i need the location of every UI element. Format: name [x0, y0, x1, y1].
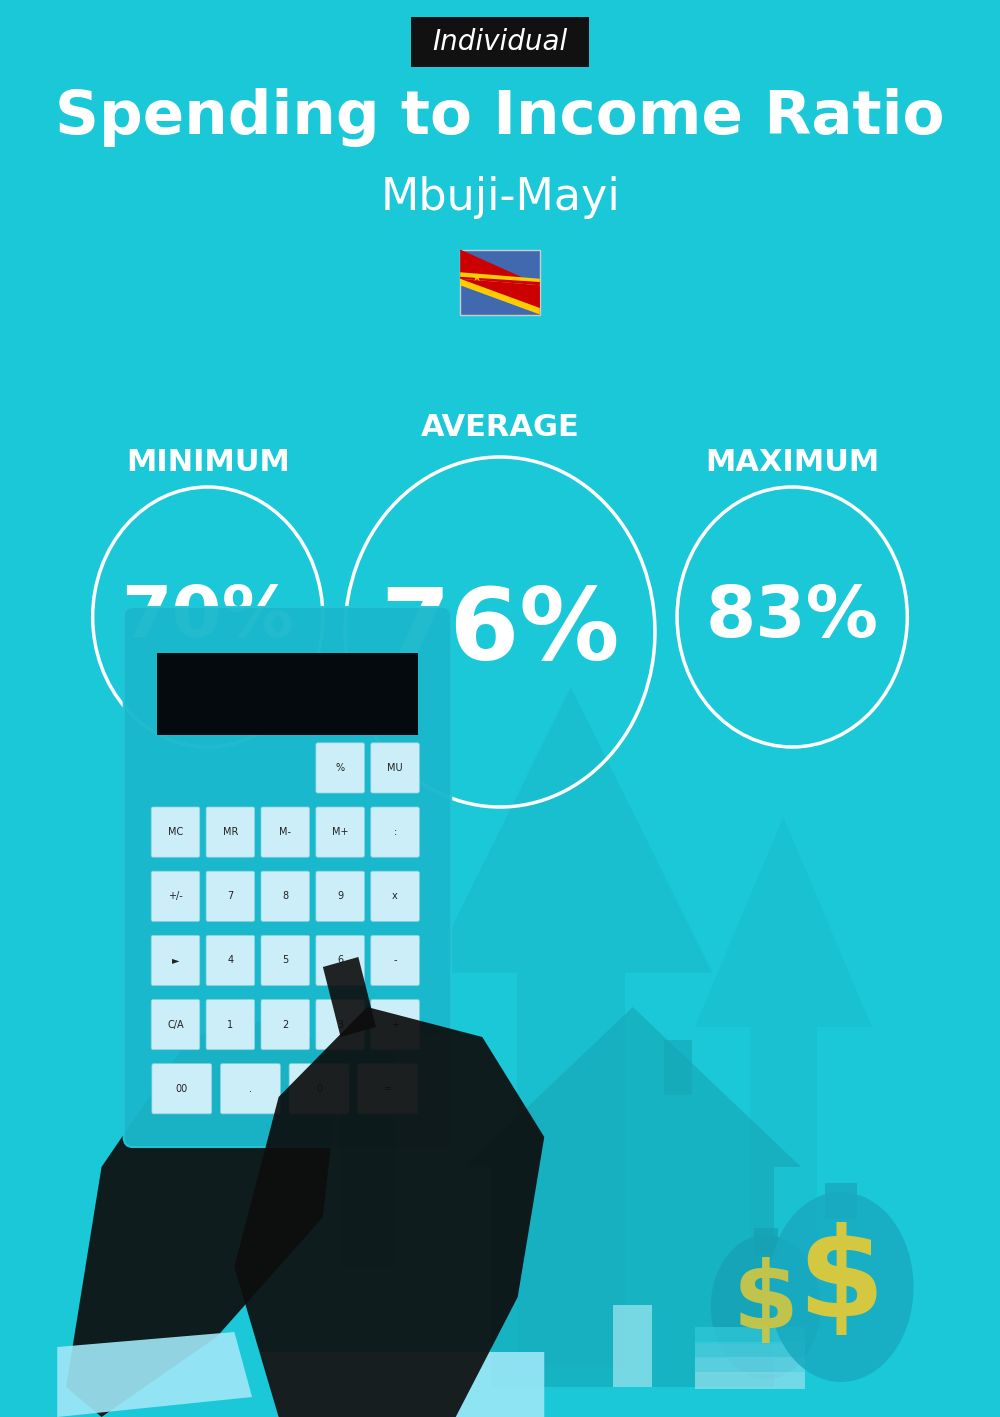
FancyBboxPatch shape	[664, 1040, 692, 1095]
Text: 6: 6	[337, 955, 343, 965]
Text: M-: M-	[279, 828, 291, 837]
Text: :: :	[393, 828, 397, 837]
Polygon shape	[460, 279, 540, 315]
FancyBboxPatch shape	[695, 1342, 805, 1359]
FancyBboxPatch shape	[152, 1064, 212, 1114]
Text: Mbuji-Mayi: Mbuji-Mayi	[380, 176, 620, 218]
Text: +/-: +/-	[168, 891, 183, 901]
Polygon shape	[695, 818, 872, 1027]
FancyBboxPatch shape	[206, 808, 255, 857]
Polygon shape	[340, 1034, 394, 1267]
FancyBboxPatch shape	[151, 935, 200, 986]
FancyBboxPatch shape	[695, 1357, 805, 1374]
Polygon shape	[429, 687, 713, 972]
FancyBboxPatch shape	[261, 808, 310, 857]
FancyBboxPatch shape	[358, 1064, 418, 1114]
Text: AVERAGE: AVERAGE	[421, 412, 579, 442]
FancyBboxPatch shape	[411, 17, 589, 67]
Text: M+: M+	[332, 828, 348, 837]
FancyBboxPatch shape	[261, 935, 310, 986]
Text: 8: 8	[282, 891, 288, 901]
FancyBboxPatch shape	[491, 1168, 774, 1387]
Text: 70%: 70%	[121, 582, 294, 652]
FancyBboxPatch shape	[316, 935, 364, 986]
FancyBboxPatch shape	[695, 1326, 805, 1343]
Text: ►: ►	[172, 955, 179, 965]
Text: Spending to Income Ratio: Spending to Income Ratio	[55, 88, 945, 146]
Text: 5: 5	[282, 955, 288, 965]
Text: 83%: 83%	[706, 582, 879, 652]
FancyBboxPatch shape	[151, 999, 200, 1050]
Text: $: $	[797, 1221, 884, 1343]
FancyBboxPatch shape	[825, 1183, 857, 1219]
Text: =: =	[384, 1084, 392, 1094]
Polygon shape	[57, 1332, 252, 1417]
Polygon shape	[465, 1007, 801, 1168]
Text: 7: 7	[227, 891, 234, 901]
Text: +: +	[391, 1020, 399, 1030]
Polygon shape	[750, 1027, 817, 1316]
FancyBboxPatch shape	[371, 871, 419, 921]
FancyBboxPatch shape	[316, 743, 364, 794]
Text: %: %	[336, 762, 345, 772]
FancyBboxPatch shape	[124, 606, 451, 1146]
Text: 9: 9	[337, 891, 343, 901]
FancyBboxPatch shape	[613, 1305, 652, 1387]
FancyBboxPatch shape	[316, 808, 364, 857]
Text: Individual: Individual	[432, 28, 568, 57]
FancyBboxPatch shape	[695, 1372, 805, 1389]
Text: .: .	[249, 1084, 252, 1094]
Text: 00: 00	[176, 1084, 188, 1094]
Text: 4: 4	[227, 955, 233, 965]
Polygon shape	[460, 249, 540, 315]
FancyBboxPatch shape	[221, 1064, 280, 1114]
FancyBboxPatch shape	[371, 935, 419, 986]
FancyBboxPatch shape	[206, 871, 255, 921]
Text: x: x	[392, 891, 398, 901]
Text: 76%: 76%	[380, 584, 620, 680]
Text: MC: MC	[168, 828, 183, 837]
FancyBboxPatch shape	[371, 743, 419, 794]
Ellipse shape	[768, 1192, 914, 1382]
Text: ★: ★	[471, 273, 481, 283]
Text: MAXIMUM: MAXIMUM	[705, 448, 879, 476]
Polygon shape	[296, 867, 438, 1034]
FancyBboxPatch shape	[206, 999, 255, 1050]
FancyBboxPatch shape	[316, 871, 364, 921]
Polygon shape	[517, 972, 625, 1367]
FancyBboxPatch shape	[206, 935, 255, 986]
Polygon shape	[323, 956, 376, 1037]
FancyBboxPatch shape	[261, 871, 310, 921]
FancyBboxPatch shape	[151, 871, 200, 921]
Text: MINIMUM: MINIMUM	[126, 448, 290, 476]
Polygon shape	[234, 1007, 544, 1417]
FancyBboxPatch shape	[371, 808, 419, 857]
Text: 0: 0	[316, 1084, 322, 1094]
FancyBboxPatch shape	[371, 999, 419, 1050]
FancyBboxPatch shape	[316, 999, 364, 1050]
FancyBboxPatch shape	[261, 999, 310, 1050]
Text: MU: MU	[387, 762, 403, 772]
Text: MR: MR	[223, 828, 238, 837]
Text: -: -	[393, 955, 397, 965]
Polygon shape	[66, 1017, 341, 1417]
Polygon shape	[460, 276, 540, 285]
Text: 1: 1	[227, 1020, 233, 1030]
Text: 2: 2	[282, 1020, 288, 1030]
Text: 3: 3	[337, 1020, 343, 1030]
Text: $: $	[733, 1257, 799, 1349]
Polygon shape	[261, 1352, 544, 1417]
Polygon shape	[460, 272, 540, 285]
FancyBboxPatch shape	[289, 1064, 349, 1114]
Text: C/A: C/A	[167, 1020, 184, 1030]
FancyBboxPatch shape	[460, 249, 540, 315]
FancyBboxPatch shape	[151, 808, 200, 857]
Ellipse shape	[711, 1236, 821, 1379]
FancyBboxPatch shape	[754, 1227, 778, 1255]
FancyBboxPatch shape	[157, 653, 418, 735]
